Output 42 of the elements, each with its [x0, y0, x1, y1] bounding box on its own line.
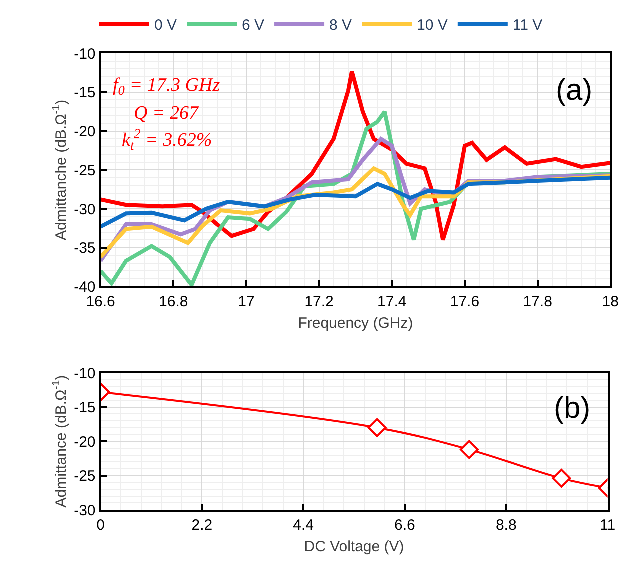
y-tick-label: -40: [74, 278, 96, 296]
x-tick-label: 2.2: [192, 517, 213, 534]
x-tick-label: 17.2: [304, 294, 334, 311]
legend-label: 0 V: [154, 17, 178, 34]
y-tick-label: -10: [74, 365, 96, 382]
x-tick-label: 17: [238, 294, 255, 311]
point: [368, 418, 387, 438]
line-series: [100, 176, 611, 229]
point: [552, 469, 572, 488]
x-tick-label: 18: [602, 294, 619, 311]
x-axis-title: Frequency (GHz): [298, 315, 414, 332]
x-tick-label: 17.4: [378, 294, 407, 311]
annotation: (a): [556, 74, 593, 107]
y-tick-label: -20: [74, 124, 96, 141]
x-tick-label: 11: [600, 517, 616, 534]
x-tick-label: 16.8: [159, 294, 188, 311]
x-tick-label: 17.8: [523, 294, 552, 311]
legend-label: 11 V: [512, 17, 543, 34]
y-tick-label: -20: [74, 434, 96, 451]
y-tick-label: -10: [74, 46, 96, 63]
point: [460, 440, 479, 460]
y-tick-label: -25: [74, 468, 96, 486]
y-tick-label: -35: [74, 240, 96, 258]
legend-label: 6 V: [242, 17, 265, 34]
legend-label: 8 V: [330, 17, 352, 34]
x-tick-label: 8.8: [496, 517, 517, 534]
y-tick-label: -15: [74, 84, 96, 102]
x-tick-label: 17.6: [450, 294, 480, 311]
y-tick-label: -15: [74, 400, 96, 417]
y-tick-label: -25: [74, 162, 96, 180]
x-tick-label: 6.6: [394, 517, 416, 534]
annotation: k$_{t}$$^{2}$ = 3.62%: [122, 126, 212, 153]
x-tick-label: 4.4: [293, 517, 314, 534]
y-tick-label: -30: [74, 502, 96, 520]
x-tick-label: 16.6: [86, 294, 116, 311]
annotation: f$_{0}$ = 17.3 GHz: [113, 75, 221, 98]
annotation: Q = 267: [134, 103, 200, 124]
annotation: (b): [554, 392, 591, 425]
x-tick-label: 0: [96, 517, 105, 534]
x-axis-title: DC Voltage (V): [304, 538, 404, 556]
legend-label: 10 V: [417, 17, 448, 34]
y-tick-label: -30: [74, 201, 96, 218]
